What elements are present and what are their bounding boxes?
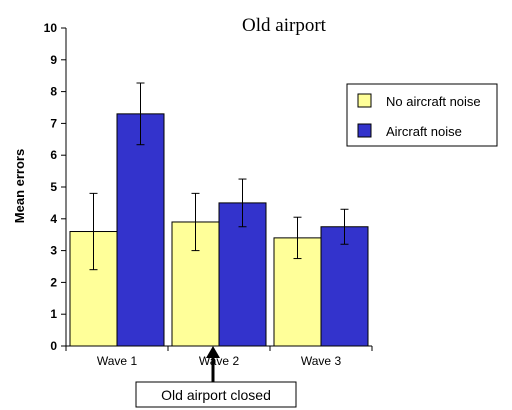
chart-title: Old airport [242,15,327,36]
y-tick-label: 6 [50,148,57,162]
bar-aircraft-noise-wave-1 [116,113,165,347]
legend-swatch-no-aircraft-noise [357,93,372,108]
y-tick-label: 8 [50,85,57,99]
x-tick-label: Wave 2 [199,354,240,368]
y-tick-label: 1 [50,307,57,321]
y-tick-label: 7 [50,116,57,130]
legend-label-no-aircraft-noise: No aircraft noise [386,94,481,109]
y-tick-label: 3 [50,244,57,258]
airport-closed-annotation: Old airport closed [135,346,297,408]
bars [69,113,369,347]
y-tick-label: 5 [50,180,57,194]
annotation-text: Old airport closed [161,387,271,403]
y-tick-label: 0 [50,339,57,353]
y-axis: 0 1 2 3 4 5 6 7 8 9 10 [44,21,67,353]
legend-swatch-aircraft-noise [357,123,372,138]
y-tick-label: 4 [50,212,57,226]
x-tick-label: Wave 1 [97,354,138,368]
legend-label-aircraft-noise: Aircraft noise [386,124,462,139]
x-tick-label: Wave 3 [301,354,342,368]
y-tick-label: 2 [50,275,57,289]
x-axis: Wave 1 Wave 2 Wave 3 [65,345,373,368]
y-axis-label: Mean errors [12,149,27,223]
legend: No aircraft noise Aircraft noise [346,83,498,147]
error-bars [89,82,349,271]
y-tick-label: 10 [44,21,58,35]
legend-box [346,83,498,147]
y-tick-label: 9 [50,53,57,67]
annotation-arrow-head [206,346,220,358]
annotation-box [135,381,297,408]
